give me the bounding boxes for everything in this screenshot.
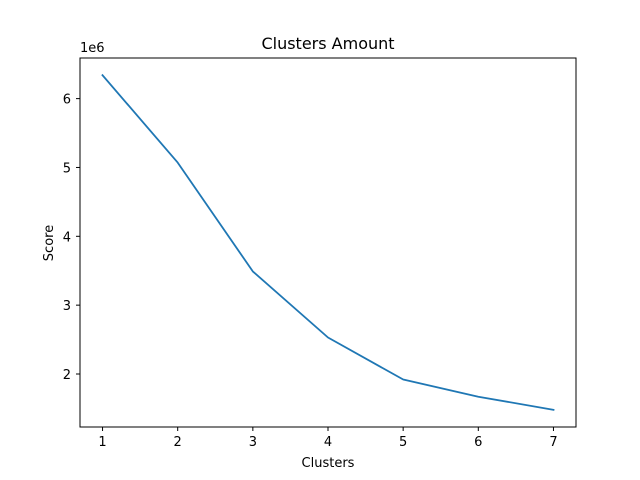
x-axis-label: Clusters [302, 456, 355, 471]
y-axis-label: Score [42, 225, 57, 261]
y-tick-label: 5 [63, 161, 71, 176]
y-tick-label: 2 [63, 368, 71, 383]
y-offset-label: 1e6 [80, 41, 105, 56]
x-tick-label: 1 [98, 435, 106, 450]
series-layer [101, 73, 555, 411]
y-tick-label: 4 [63, 230, 71, 245]
y-tick-label: 6 [63, 93, 71, 108]
x-tick-label: 7 [549, 435, 557, 450]
x-tick-label: 5 [399, 435, 407, 450]
x-tick-label: 6 [474, 435, 482, 450]
x-tick-label: 4 [324, 435, 332, 450]
y-axis-ticks: 2 3 4 5 6 [63, 93, 80, 383]
chart-title: Clusters Amount [261, 34, 394, 53]
x-tick-label: 3 [249, 435, 257, 450]
x-axis-ticks: 1 2 3 4 5 6 7 [98, 427, 558, 450]
plot-area [79, 57, 577, 428]
y-tick-label: 3 [63, 299, 71, 314]
x-tick-label: 2 [174, 435, 182, 450]
